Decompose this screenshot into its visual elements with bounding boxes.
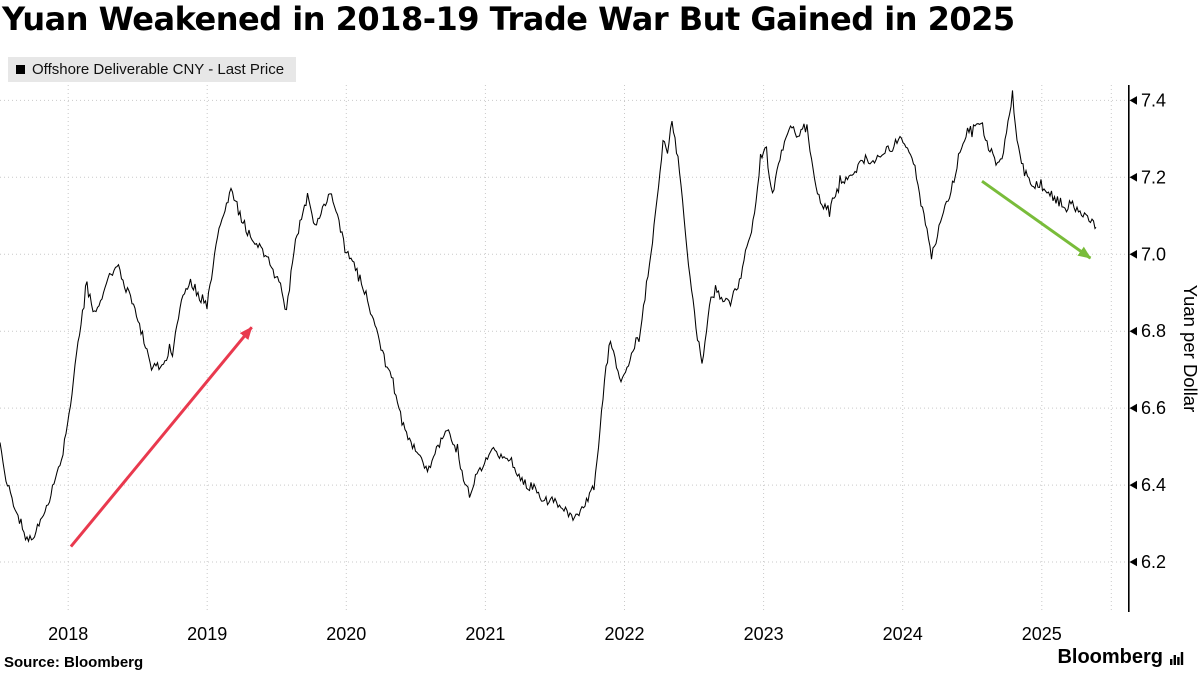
x-tick-label: 2025 bbox=[1022, 624, 1062, 644]
y-tick-label: 6.8 bbox=[1141, 321, 1166, 341]
y-tick-arrow bbox=[1129, 173, 1137, 182]
y-tick-arrow bbox=[1129, 96, 1137, 105]
y-tick-arrow bbox=[1129, 250, 1137, 259]
legend-label: Offshore Deliverable CNY - Last Price bbox=[32, 61, 285, 78]
x-tick-label: 2022 bbox=[604, 624, 644, 644]
bloomberg-logo-text: Bloomberg bbox=[1057, 646, 1163, 668]
y-tick-arrow bbox=[1129, 557, 1137, 567]
price-line-path bbox=[0, 90, 1097, 543]
x-tick-label: 2019 bbox=[187, 624, 227, 644]
gaining-trend-arrow bbox=[981, 179, 1092, 260]
y-tick-arrow bbox=[1129, 480, 1137, 490]
y-tick-label: 6.2 bbox=[1141, 552, 1166, 572]
x-tick-label: 2021 bbox=[465, 624, 505, 644]
x-tick-label: 2023 bbox=[744, 624, 784, 644]
y-tick-arrow bbox=[1129, 403, 1137, 413]
weakening-trend-arrow bbox=[69, 326, 253, 548]
y-axis-title: Yuan per Dollar bbox=[1180, 285, 1200, 413]
bloomberg-logo: Bloomberg bbox=[1057, 646, 1184, 669]
y-tick-arrow bbox=[1129, 326, 1137, 336]
page-title: Yuan Weakened in 2018-19 Trade War But G… bbox=[2, 0, 1015, 38]
x-tick-label: 2018 bbox=[48, 624, 88, 644]
y-tick-label: 6.4 bbox=[1141, 475, 1166, 495]
x-tick-label: 2024 bbox=[883, 624, 923, 644]
y-tick-label: 7.4 bbox=[1141, 90, 1166, 110]
x-tick-label: 2020 bbox=[326, 624, 366, 644]
y-tick-label: 7.0 bbox=[1141, 244, 1166, 264]
y-tick-label: 6.6 bbox=[1141, 398, 1166, 418]
y-tick-label: 7.2 bbox=[1141, 167, 1166, 187]
bloomberg-bars-icon bbox=[1170, 651, 1184, 665]
source-attribution: Source: Bloomberg bbox=[4, 654, 144, 671]
legend-swatch-icon bbox=[16, 65, 25, 74]
legend: Offshore Deliverable CNY - Last Price bbox=[8, 57, 297, 82]
